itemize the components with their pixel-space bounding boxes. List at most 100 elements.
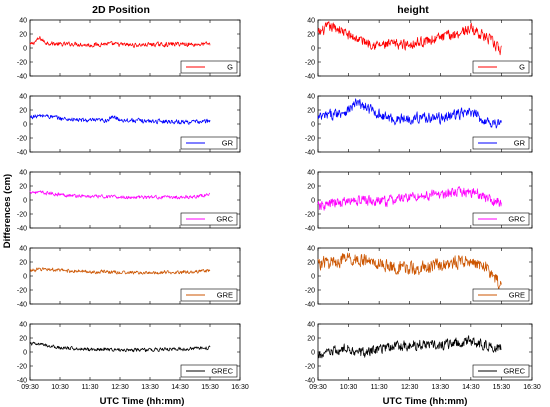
series-line <box>29 341 211 353</box>
series-line <box>29 114 211 125</box>
y-tick-label: 40 <box>19 17 27 24</box>
y-tick-label: 40 <box>307 93 315 100</box>
panel-height-grc: 40 20 0 -20 -40 GRC <box>305 169 533 232</box>
y-tick-label: -40 <box>305 73 315 80</box>
y-tick-label: -40 <box>17 149 27 156</box>
y-tick-label: -40 <box>17 377 27 384</box>
legend-box <box>180 364 238 378</box>
legend-box <box>180 60 238 74</box>
legend: GRE <box>180 288 238 302</box>
y-tick-label: 20 <box>19 335 27 342</box>
y-tick-label: 0 <box>311 121 315 128</box>
y-tick-label: -40 <box>17 225 27 232</box>
col-title-2d-position: 2D Position <box>92 4 150 16</box>
y-tick-label: -40 <box>17 301 27 308</box>
x-tick-label: 12:30 <box>111 384 129 391</box>
legend-box <box>472 364 530 378</box>
panel-2d-position-g: 40 20 0 -20 -40 G <box>17 17 241 80</box>
y-tick-label: -40 <box>305 301 315 308</box>
y-tick-label: 40 <box>307 169 315 176</box>
x-tick-label: 15:30 <box>201 384 219 391</box>
legend-box <box>180 288 238 302</box>
legend-box <box>472 136 530 150</box>
legend-label: GRE <box>217 291 233 300</box>
legend-box <box>472 212 530 226</box>
panel-height-gre: 40 20 0 -20 -40 GRE <box>305 245 533 308</box>
x-tick-label: 09:30 <box>309 384 327 391</box>
y-tick-label: -40 <box>17 73 27 80</box>
x-tick-label: 14:30 <box>171 384 189 391</box>
y-tick-label: -20 <box>305 135 315 142</box>
legend-label: GREC <box>503 367 525 376</box>
y-tick-label: 0 <box>23 197 27 204</box>
y-tick-label: 40 <box>307 245 315 252</box>
x-tick-label: 13:30 <box>432 384 450 391</box>
legend-label: GR <box>514 139 526 148</box>
legend-label: G <box>519 63 525 72</box>
legend: GREC <box>180 364 238 378</box>
y-tick-label: 20 <box>307 259 315 266</box>
x-tick-label: 09:30 <box>21 384 39 391</box>
y-tick-label: 0 <box>23 45 27 52</box>
y-tick-label: -20 <box>17 211 27 218</box>
x-tick-label: 16:30 <box>523 384 541 391</box>
y-tick-label: -20 <box>305 211 315 218</box>
series-line <box>29 36 211 49</box>
legend: GRE <box>472 288 530 302</box>
y-tick-label: 0 <box>311 273 315 280</box>
y-tick-label: -20 <box>305 363 315 370</box>
y-tick-label: 40 <box>19 169 27 176</box>
y-tick-label: -20 <box>17 287 27 294</box>
x-tick-label: 11:30 <box>82 384 99 391</box>
y-tick-label: 0 <box>23 121 27 128</box>
legend-label: GREC <box>211 367 233 376</box>
legend-label: GRC <box>216 215 233 224</box>
legend: GR <box>472 136 530 150</box>
y-tick-label: 20 <box>19 183 27 190</box>
legend-label: G <box>227 63 233 72</box>
y-tick-label: 20 <box>19 259 27 266</box>
series-line <box>317 252 502 291</box>
x-tick-label: 11:30 <box>371 384 388 391</box>
y-tick-label: 40 <box>307 321 315 328</box>
y-tick-label: 20 <box>307 183 315 190</box>
legend-label: GRE <box>509 291 525 300</box>
col-title-height: height <box>397 4 429 16</box>
x-tick-label: 10:30 <box>340 384 358 391</box>
panel-2d-position-gre: 40 20 0 -20 -40 GRE <box>17 245 241 308</box>
series-line <box>317 186 502 211</box>
x-tick-label: 12:30 <box>401 384 419 391</box>
x-axis-title-left: UTC Time (hh:mm) <box>100 396 185 407</box>
y-tick-label: -40 <box>305 377 315 384</box>
y-axis-title: Differences (cm) <box>2 174 13 248</box>
x-axis-title-right: UTC Time (hh:mm) <box>383 396 468 407</box>
series-line <box>29 190 211 200</box>
y-tick-label: -20 <box>17 59 27 66</box>
legend: G <box>180 60 238 74</box>
column-titles: 2D Position height <box>92 4 429 16</box>
y-tick-label: 20 <box>19 107 27 114</box>
legend: GRC <box>472 212 530 226</box>
series-line <box>317 335 502 359</box>
series-line <box>317 98 502 129</box>
x-tick-label: 15:30 <box>493 384 511 391</box>
legend-box <box>180 136 238 150</box>
panel-height-g: 40 20 0 -20 -40 G <box>305 17 533 80</box>
x-tick-label: 14:30 <box>462 384 480 391</box>
y-tick-label: 40 <box>19 93 27 100</box>
y-tick-label: -20 <box>17 363 27 370</box>
y-tick-label: 40 <box>307 17 315 24</box>
legend: GR <box>180 136 238 150</box>
y-tick-label: 0 <box>311 45 315 52</box>
legend-label: GRC <box>508 215 525 224</box>
panel-2d-position-grc: 40 20 0 -20 -40 GRC <box>17 169 241 232</box>
series-line <box>29 267 211 275</box>
y-tick-label: -40 <box>305 149 315 156</box>
y-tick-label: -40 <box>305 225 315 232</box>
legend-box <box>472 60 530 74</box>
panel-height-gr: 40 20 0 -20 -40 GR <box>305 93 533 156</box>
legend-box <box>180 212 238 226</box>
panel-2d-position-gr: 40 20 0 -20 -40 GR <box>17 93 241 156</box>
legend: G <box>472 60 530 74</box>
